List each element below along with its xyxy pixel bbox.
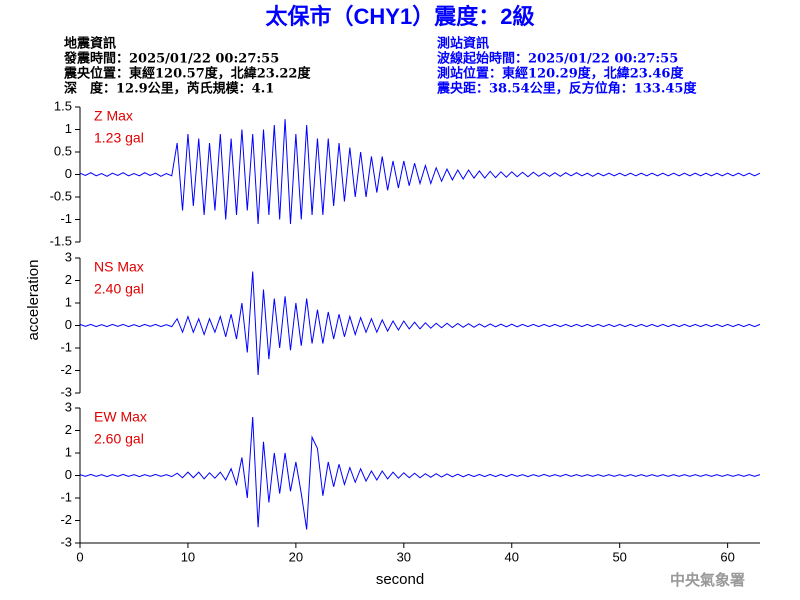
- footer: 中央氣象署: [670, 571, 745, 589]
- y-tick-label: 0.5: [54, 143, 72, 158]
- x-tick-label: 60: [720, 549, 734, 564]
- y-tick-label: -1.5: [50, 233, 72, 248]
- y-tick-label: -3: [60, 384, 72, 399]
- header-line: 波線起始時間：2025/01/22 00:27:55: [437, 51, 678, 67]
- y-tick-label: -2: [60, 362, 72, 377]
- chart-title: 太保市（CHY1）震度：2級: [266, 4, 535, 29]
- x-tick-label: 30: [397, 549, 411, 564]
- header-line: 震央距：38.54公里，反方位角：133.45度: [436, 81, 697, 97]
- y-tick-label: 1: [65, 444, 72, 459]
- x-axis-label: second: [376, 571, 424, 588]
- annotation: EW Max: [94, 409, 147, 425]
- waveform: [79, 271, 761, 376]
- header-line: 震央位置：東經120.57度，北緯23.22度: [63, 66, 311, 82]
- y-tick-label: -1: [60, 211, 72, 226]
- annotation: 2.60 gal: [94, 431, 144, 447]
- header-line: 測站位置：東經120.29度，北緯23.46度: [437, 66, 684, 82]
- header-line: 測站資訊: [437, 36, 489, 52]
- y-tick-label: -1: [60, 339, 72, 354]
- y-axis-label: acceleration: [25, 260, 42, 341]
- waveform: [79, 119, 761, 225]
- y-tick-label: 3: [65, 399, 72, 414]
- y-tick-label: 1.5: [54, 98, 72, 113]
- x-tick-label: 0: [76, 549, 83, 564]
- x-tick-label: 10: [181, 549, 195, 564]
- y-tick-label: 1: [65, 294, 72, 309]
- y-tick-label: -0.5: [50, 188, 72, 203]
- y-tick-label: 0: [65, 467, 72, 482]
- y-tick-label: 1: [65, 121, 72, 136]
- y-tick-label: 3: [65, 249, 72, 264]
- y-tick-label: 2: [65, 422, 72, 437]
- y-tick-label: -1: [60, 489, 72, 504]
- y-tick-label: 0: [65, 166, 72, 181]
- y-tick-label: 2: [65, 272, 72, 287]
- header-line: 地震資訊: [64, 36, 116, 52]
- x-tick-label: 20: [289, 549, 303, 564]
- y-tick-label: 0: [65, 317, 72, 332]
- y-tick-label: -3: [60, 534, 72, 549]
- annotation: 1.23 gal: [94, 130, 144, 146]
- x-tick-label: 40: [505, 549, 519, 564]
- header-line: 發震時間：2025/01/22 00:27:55: [63, 51, 279, 67]
- annotation: 2.40 gal: [94, 281, 144, 297]
- y-tick-label: -2: [60, 512, 72, 527]
- header-line: 深 度：12.9公里，芮氏規模：4.1: [64, 81, 274, 97]
- annotation: Z Max: [94, 108, 133, 124]
- annotation: NS Max: [94, 259, 144, 275]
- waveform: [79, 416, 761, 530]
- x-tick-label: 50: [612, 549, 626, 564]
